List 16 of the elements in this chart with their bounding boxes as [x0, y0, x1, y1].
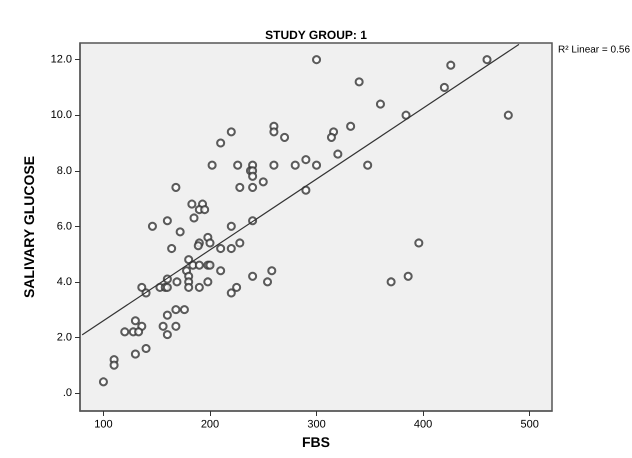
y-tick-label: 6.0 — [56, 220, 72, 232]
x-tick-label: 400 — [414, 418, 432, 430]
y-tick-label: .0 — [62, 386, 72, 399]
y-axis-title: SALIVARY GLUCOSE — [21, 156, 37, 298]
x-axis-title: FBS — [302, 434, 330, 450]
x-tick-label: 200 — [200, 418, 220, 430]
x-tick-label: 300 — [307, 418, 326, 430]
y-tick-label: 2.0 — [56, 331, 72, 344]
text: R² Linear = 0.56 — [558, 44, 630, 56]
x-tick-label: 100 — [94, 418, 113, 430]
x-tick-label: 500 — [520, 418, 539, 430]
chart-title: STUDY GROUP: 1 — [265, 28, 368, 42]
y-tick-label: 12.0 — [50, 54, 72, 66]
y-tick-label: 10.0 — [50, 109, 72, 122]
y-tick-label: 8.0 — [56, 164, 72, 177]
y-tick-label: 4.0 — [56, 276, 72, 288]
